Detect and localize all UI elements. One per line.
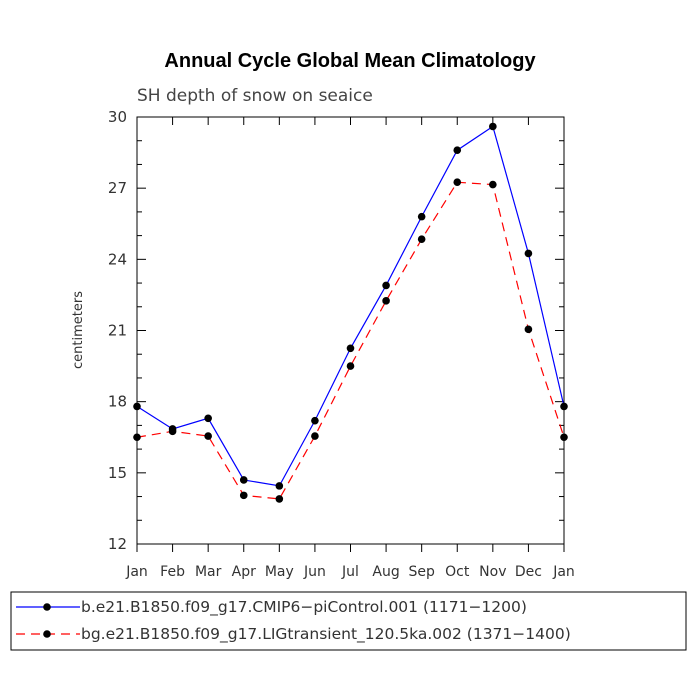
y-tick-label: 18 [108, 393, 127, 411]
series-2-point [311, 432, 319, 440]
y-tick-label: 21 [108, 322, 127, 340]
series-2-point [453, 178, 462, 187]
series-2-point [133, 433, 141, 442]
series-1-point [311, 416, 319, 425]
legend-swatch-marker-2 [43, 630, 51, 638]
series-1-point [204, 414, 212, 423]
y-tick-label: 15 [108, 464, 127, 482]
series-2-point [346, 362, 355, 370]
series-1-point [489, 122, 497, 131]
series-line-2 [136, 181, 565, 500]
series-2-point [417, 235, 426, 243]
plot-area: 12 15 18 21 24 27 30 Jan Feb Mar Apr May Jun Jul Aug Se… [108, 108, 575, 580]
series-2-point [239, 491, 248, 500]
x-tick-label: May [265, 564, 294, 580]
series-1-point [382, 281, 390, 290]
x-tick-label: Jan [552, 564, 575, 580]
x-tick-label: Jun [303, 564, 326, 580]
series-1-point [133, 402, 141, 411]
series-1-point [417, 212, 426, 221]
series-1-point [453, 146, 462, 155]
series-2-point [560, 433, 568, 442]
series-1-point [346, 344, 355, 353]
x-tick-label: Jan [125, 564, 148, 580]
series-2-point [275, 495, 284, 503]
x-tick-label: Feb [160, 564, 185, 580]
x-tick-label: Apr [232, 564, 256, 580]
chart-subtitle: SH depth of snow on seaice [137, 86, 373, 106]
series-2-point [382, 297, 390, 305]
series-2-point [524, 325, 533, 334]
x-tick-label: Jul [341, 564, 359, 580]
x-tick-label: Oct [445, 564, 470, 580]
y-tick-label: 27 [108, 179, 127, 197]
x-tick-label: Nov [479, 564, 506, 580]
legend-label-2: bg.e21.B1850.f09_g17.LIGtransient_120.5k… [81, 625, 571, 644]
legend: b.e21.B1850.f09_g17.CMIP6−piControl.001 … [10, 591, 687, 651]
legend-label-1: b.e21.B1850.f09_g17.CMIP6−piControl.001 … [81, 598, 527, 617]
series-2-point [204, 432, 212, 440]
legend-swatch-marker-1 [43, 603, 51, 611]
series-1-point [239, 476, 248, 484]
y-axis-label: centimeters [71, 291, 86, 369]
series-2-point [489, 180, 497, 189]
series-1-point [560, 402, 568, 411]
series-1-point [275, 482, 284, 490]
x-tick-label: Aug [372, 564, 399, 580]
x-tick-label: Sep [408, 564, 435, 580]
x-tick-label: Mar [195, 564, 222, 580]
plot-frame [136, 116, 565, 545]
y-axis-title-group: centimeters [71, 291, 86, 369]
y-tick-label: 30 [108, 108, 127, 126]
x-tick-label: Dec [515, 564, 542, 580]
chart-title: Annual Cycle Global Mean Climatology [164, 50, 536, 72]
y-tick-label: 24 [108, 250, 127, 268]
series-2-point [168, 427, 177, 436]
legend-box [10, 591, 687, 651]
y-tick-label: 12 [108, 535, 127, 553]
series-line-1 [136, 125, 565, 487]
series-1-point [524, 249, 533, 258]
